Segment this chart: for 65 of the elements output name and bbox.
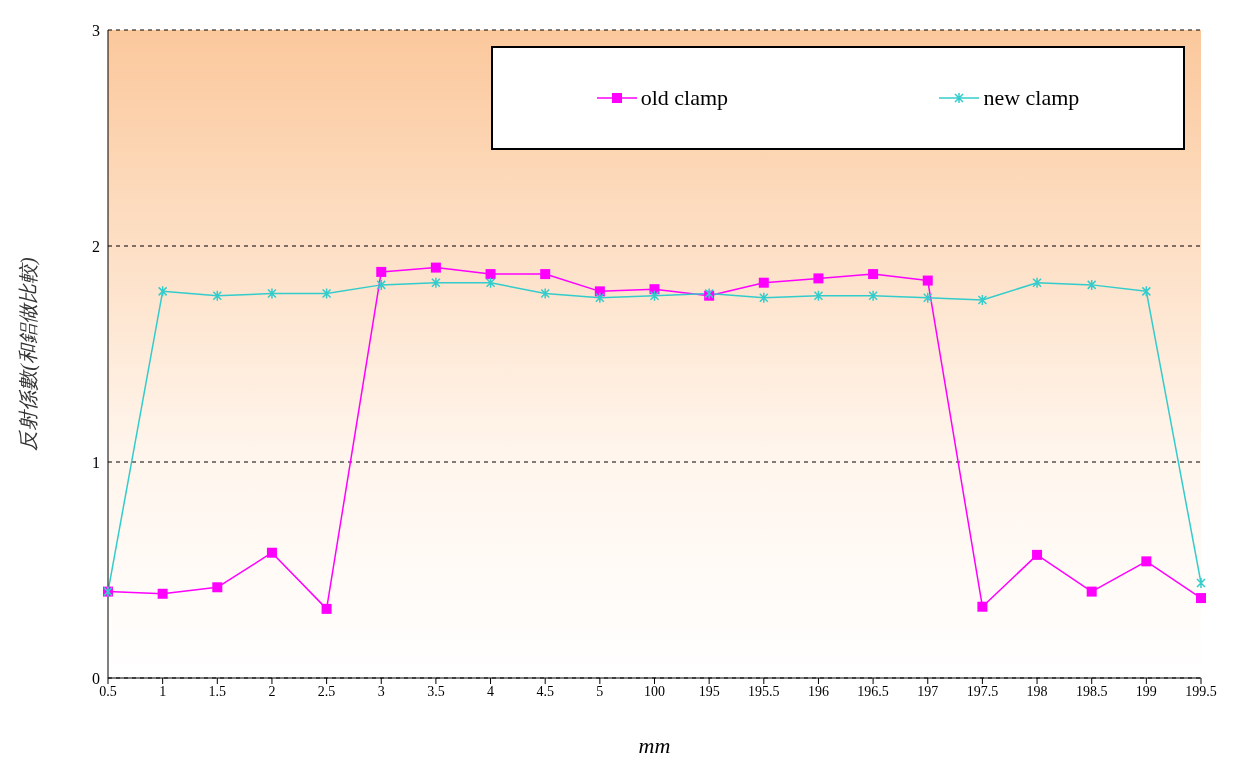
- point: [868, 269, 879, 280]
- point: [321, 287, 332, 300]
- x-axis-title: mm: [638, 733, 671, 758]
- point: [212, 289, 223, 302]
- point: [868, 289, 878, 302]
- point: [758, 277, 769, 288]
- point: [1086, 586, 1097, 597]
- point: [977, 601, 988, 612]
- point: [485, 276, 496, 289]
- x-tick-label: 2.5: [317, 683, 336, 699]
- point: [430, 262, 441, 273]
- legend-label: new clamp: [983, 85, 1080, 111]
- x-tick-label: 198.5: [1075, 683, 1108, 699]
- x-tick-label: 197: [917, 683, 939, 699]
- point: [212, 582, 223, 593]
- point: [813, 273, 824, 284]
- x-tick-label: 3: [377, 683, 385, 699]
- point: [977, 294, 988, 306]
- point: [431, 276, 441, 289]
- x-tick-label: 100: [644, 683, 665, 699]
- point: [759, 292, 769, 304]
- point: [923, 292, 933, 304]
- point: [376, 279, 386, 291]
- point: [813, 289, 824, 302]
- x-tick-label: 1.5: [208, 683, 227, 699]
- point: [1196, 593, 1206, 604]
- x-tick-label: 5: [596, 683, 604, 699]
- x-tick-label: 4.5: [536, 683, 554, 699]
- x-tick-label: 4: [487, 683, 495, 699]
- x-tick-label: 2: [268, 683, 276, 699]
- y-tick-label: 2: [92, 237, 100, 255]
- x-tick-label: 3.5: [427, 683, 445, 699]
- point: [485, 269, 496, 280]
- point: [321, 603, 332, 614]
- y-tick-label: 3: [92, 21, 100, 39]
- point: [1196, 577, 1206, 589]
- x-tick-label: 1: [159, 683, 167, 699]
- x-tick-label: 199.5: [1185, 683, 1217, 699]
- x-tick-label: 196.5: [857, 683, 889, 699]
- point: [267, 287, 277, 300]
- x-tick-label: 199: [1135, 683, 1157, 699]
- point: [1141, 285, 1152, 298]
- x-tick-label: 0.5: [99, 683, 117, 699]
- point: [157, 588, 168, 599]
- point: [649, 289, 660, 302]
- y-axis-title: 反射係數(和鋁做比較): [17, 257, 41, 451]
- y-tick-label: 1: [92, 453, 100, 471]
- point: [376, 266, 387, 277]
- y-tick-label: 0: [92, 669, 100, 687]
- x-tick-label: 197.5: [966, 683, 999, 699]
- x-tick-label: 196: [807, 683, 829, 699]
- point: [540, 269, 551, 280]
- point: [540, 287, 550, 300]
- point: [266, 547, 277, 558]
- x-tick-label: 195: [698, 683, 720, 699]
- point: [1032, 276, 1042, 289]
- legend-label: old clamp: [640, 85, 729, 111]
- point: [922, 275, 933, 286]
- point: [1086, 279, 1097, 291]
- point: [595, 292, 605, 304]
- point: [1032, 549, 1043, 560]
- x-tick-label: 195.5: [748, 683, 780, 699]
- x-tick-label: 198: [1026, 683, 1048, 699]
- point: [1141, 556, 1152, 567]
- point: [157, 285, 168, 298]
